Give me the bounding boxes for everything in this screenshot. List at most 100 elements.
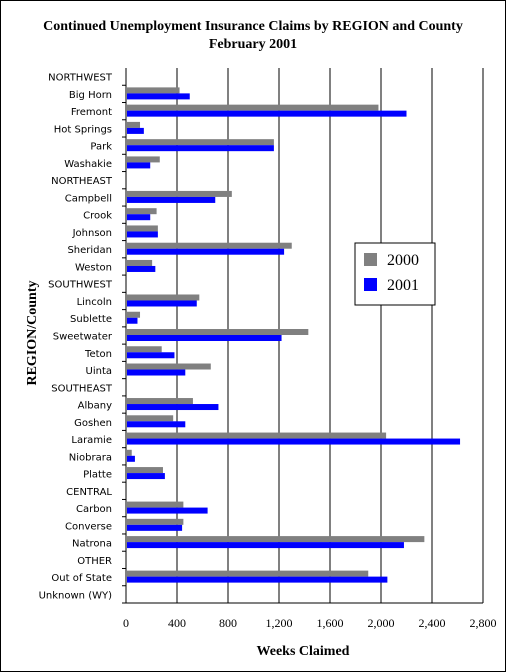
bar-2000-johnson (127, 225, 158, 232)
bar-2000-carbon (127, 501, 184, 508)
bar-2000-crook (127, 208, 157, 215)
category-label: Washakie (64, 159, 112, 170)
bar-2000-out-of-state (127, 570, 369, 577)
bars (127, 87, 461, 583)
category-label: Big Horn (69, 90, 112, 101)
category-label: Teton (84, 349, 112, 360)
bar-2000-hot-springs (127, 121, 141, 128)
bar-2001-goshen (127, 421, 186, 428)
bar-2001-fremont (127, 110, 407, 117)
bar-2001-niobrara (127, 455, 135, 462)
legend-label-2000: 2000 (387, 252, 419, 269)
category-label: Fremont (71, 107, 112, 118)
bar-2001-campbell (127, 196, 216, 203)
axes (122, 68, 483, 604)
bar-2000-niobrara (127, 449, 132, 456)
bar-2000-sublette (127, 311, 141, 318)
x-tick-label: 800 (219, 616, 237, 630)
category-label: Uinta (86, 366, 112, 377)
category-label: Sublette (70, 314, 112, 325)
bar-2001-converse (127, 524, 183, 531)
bar-2001-sublette (127, 317, 138, 324)
bar-2000-park (127, 139, 274, 146)
bar-2000-converse (127, 518, 184, 525)
x-tick-label: 1,200 (266, 616, 293, 630)
category-label: Lincoln (77, 297, 112, 308)
bar-2001-johnson (127, 231, 158, 238)
bar-2001-sweetwater (127, 335, 282, 341)
bar-2001-washakie (127, 162, 151, 169)
legend-swatch-2001 (364, 278, 377, 291)
category-label: SOUTHWEST (48, 280, 113, 291)
bar-2000-albany (127, 398, 193, 405)
chart-subtitle: February 2001 (208, 37, 298, 52)
bar-2000-sweetwater (127, 329, 309, 335)
bar-2001-sheridan (127, 248, 285, 255)
category-label: Weston (75, 262, 112, 273)
bar-2000-laramie (127, 432, 387, 439)
bar-2001-carbon (127, 507, 208, 514)
legend: 2000 2001 (354, 242, 436, 306)
category-label: NORTHEAST (51, 176, 113, 187)
category-label: Park (90, 142, 112, 153)
bar-2001-crook (127, 214, 151, 221)
bar-2001-big-horn (127, 93, 190, 100)
category-label: Crook (83, 211, 112, 222)
bar-2001-laramie (127, 438, 461, 445)
bar-2000-campbell (127, 190, 232, 197)
x-tick-label: 2,800 (470, 616, 497, 630)
category-labels: NORTHWEST Big Horn Fremont Hot Springs Park W… (39, 73, 113, 602)
legend-swatch-2000 (364, 253, 377, 266)
bar-2001-platte (127, 473, 165, 480)
category-label: OTHER (77, 556, 112, 567)
bar-2000-sheridan (127, 242, 292, 249)
category-label: Goshen (74, 418, 112, 429)
category-label: NORTHWEST (48, 73, 113, 84)
bar-2000-uinta (127, 363, 211, 370)
category-label: Out of State (51, 573, 112, 584)
bar-2001-teton (127, 352, 175, 359)
bar-2001-lincoln (127, 300, 197, 307)
category-label: SOUTHEAST (51, 383, 113, 394)
x-axis-title: Weeks Claimed (257, 644, 350, 659)
x-tick-label: 0 (123, 616, 129, 630)
x-tick-label: 2,000 (368, 616, 395, 630)
category-label: Converse (65, 521, 112, 532)
bar-2000-goshen (127, 415, 174, 422)
bar-2000-big-horn (127, 87, 180, 94)
legend-label-2001: 2001 (387, 277, 419, 294)
category-label: Sheridan (67, 245, 112, 256)
x-tick-label: 2,400 (419, 616, 446, 630)
x-tick-label: 1,600 (317, 616, 344, 630)
bar-2000-natrona (127, 536, 425, 543)
category-label: Unknown (WY) (39, 590, 112, 601)
chart-title: Continued Unemployment Insurance Claims … (43, 19, 463, 34)
category-label: Campbell (65, 193, 112, 204)
bar-2001-weston (127, 265, 156, 272)
bar-2001-natrona (127, 542, 404, 549)
category-label: Carbon (76, 504, 112, 515)
category-label: Niobrara (69, 452, 112, 463)
bar-2001-uinta (127, 369, 186, 376)
bar-2000-lincoln (127, 294, 200, 301)
bar-2001-park (127, 145, 274, 152)
category-label: Platte (83, 470, 112, 481)
bar-2000-teton (127, 346, 162, 353)
category-label: Hot Springs (54, 124, 112, 135)
bar-2001-hot-springs (127, 127, 144, 134)
bar-2001-out-of-state (127, 576, 388, 583)
bar-2000-washakie (127, 156, 160, 163)
category-label: Natrona (72, 539, 112, 550)
category-label: CENTRAL (66, 487, 112, 498)
category-label: Albany (78, 401, 112, 412)
y-axis-title: REGION/County (25, 280, 40, 385)
bar-2001-albany (127, 404, 219, 411)
bar-2000-fremont (127, 104, 379, 111)
x-tick-label: 400 (168, 616, 186, 630)
category-label: Sweetwater (53, 332, 113, 343)
bar-2000-weston (127, 259, 153, 266)
bar-2000-platte (127, 467, 163, 474)
x-tick-labels: 0 400 800 1,200 1,600 2,000 2,400 2,800 (123, 616, 497, 630)
category-label: Laramie (71, 435, 112, 446)
